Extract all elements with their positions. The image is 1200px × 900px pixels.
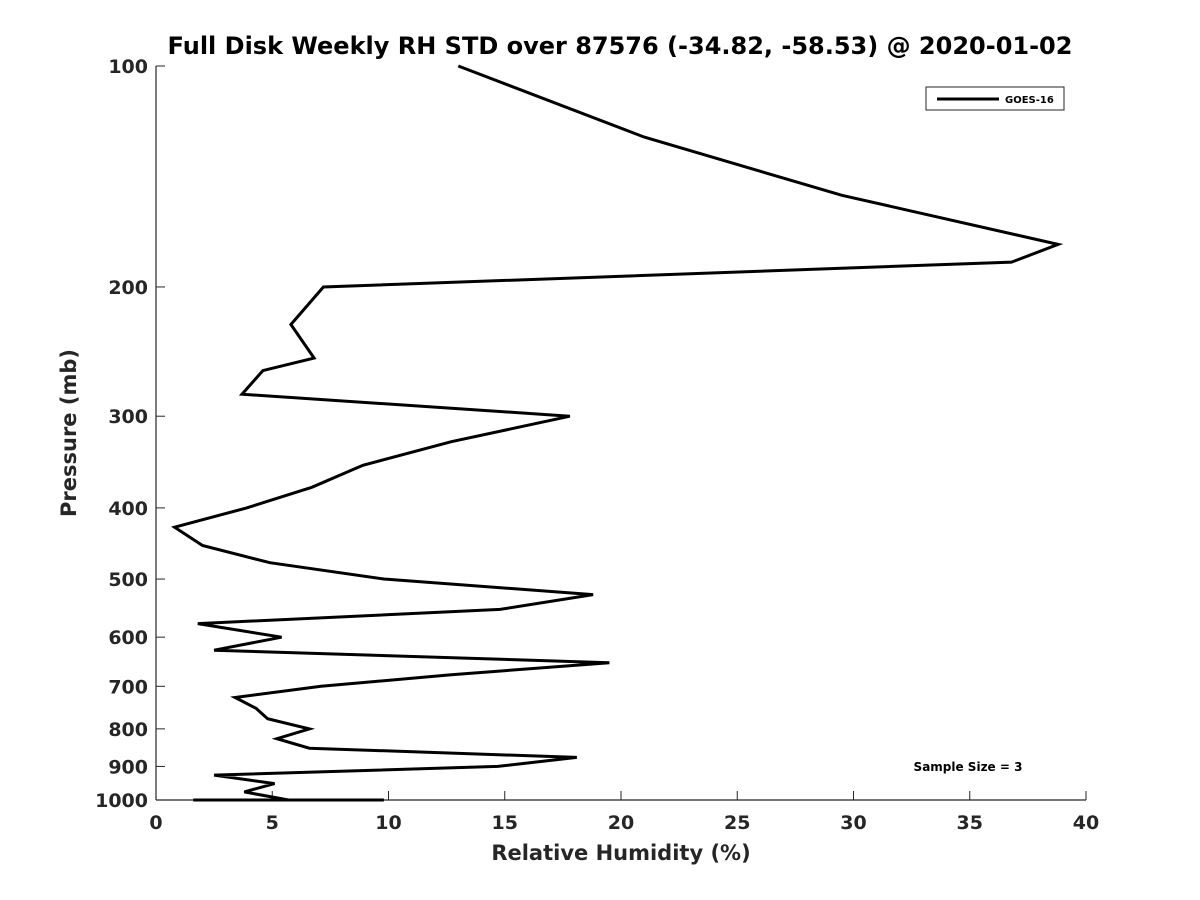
series-group bbox=[170, 64, 1064, 802]
x-tick-label: 30 bbox=[840, 812, 866, 834]
y-tick-label: 800 bbox=[108, 719, 148, 741]
sample-size-annotation: Sample Size = 3 bbox=[914, 760, 1023, 774]
y-tick-label: 300 bbox=[108, 406, 148, 428]
x-tick-label: 35 bbox=[957, 812, 983, 834]
y-tick-label: 100 bbox=[108, 56, 148, 78]
x-tick-label: 15 bbox=[492, 812, 518, 834]
y-tick-label: 400 bbox=[108, 498, 148, 520]
y-axis-label: Pressure (mb) bbox=[57, 349, 81, 517]
chart-title: Full Disk Weekly RH STD over 87576 (-34.… bbox=[168, 32, 1073, 60]
x-tick-label: 10 bbox=[375, 812, 401, 834]
x-tick-label: 5 bbox=[266, 812, 279, 834]
series-line-goes-16 bbox=[170, 64, 1064, 802]
y-tick-label: 700 bbox=[108, 676, 148, 698]
x-tick-label: 0 bbox=[149, 812, 162, 834]
y-tick-label: 200 bbox=[108, 277, 148, 299]
y-tick-label: 1000 bbox=[95, 790, 148, 812]
legend: GOES-16 bbox=[925, 86, 1065, 111]
x-axis-label: Relative Humidity (%) bbox=[491, 841, 750, 865]
x-tick-label: 25 bbox=[724, 812, 750, 834]
x-tick-label: 20 bbox=[608, 812, 634, 834]
y-tick-label: 500 bbox=[108, 569, 148, 591]
x-tick-label: 40 bbox=[1073, 812, 1099, 834]
legend-label-goes-16: GOES-16 bbox=[1005, 95, 1054, 106]
y-tick-label: 600 bbox=[108, 627, 148, 649]
y-tick-label: 900 bbox=[108, 756, 148, 778]
x-ticks: 0 5 10 15 20 25 30 35 40 bbox=[149, 791, 1099, 834]
y-ticks: 100 200 300 400 500 600 700 800 900 1000 bbox=[95, 56, 165, 812]
